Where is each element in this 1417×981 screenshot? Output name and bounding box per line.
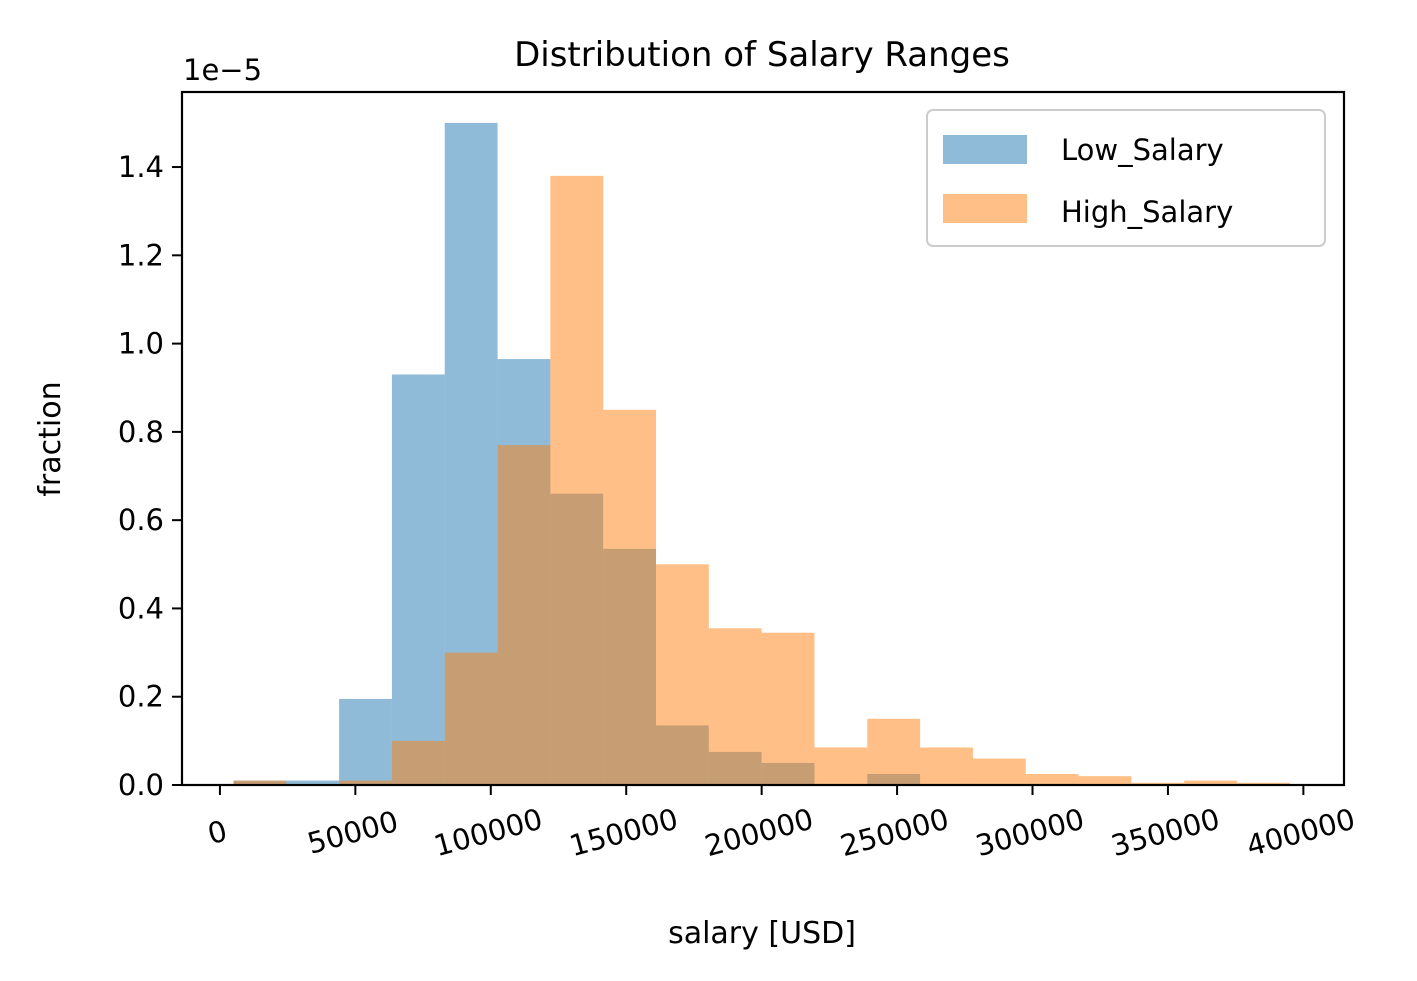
y-tick-label-7: 1.4 <box>118 150 164 184</box>
y-axis-label: fraction <box>33 381 68 496</box>
legend-label-low-salary: Low_Salary <box>1061 133 1224 167</box>
bar-high-salary-19 <box>1237 782 1290 785</box>
y-tick-label-3: 0.6 <box>118 503 164 537</box>
y-axis-ticks: 0.0 0.2 0.4 0.6 0.8 1.0 1.2 1.4 <box>118 150 182 802</box>
bar-high-salary-7 <box>603 409 657 785</box>
legend-swatch-low-salary <box>943 135 1027 164</box>
legend-swatch-high-salary <box>943 194 1027 223</box>
bar-high-salary-11 <box>814 747 868 785</box>
y-tick-label-5: 1.0 <box>118 327 164 361</box>
bar-high-salary-0 <box>233 780 287 785</box>
x-tick-label-1: 50000 <box>304 804 402 861</box>
bar-high-salary-10 <box>761 632 815 785</box>
y-axis-offset-label: 1e−5 <box>183 53 262 87</box>
bar-high-salary-12 <box>867 718 921 785</box>
bar-high-salary-14 <box>972 758 1026 785</box>
bar-high-salary-8 <box>656 564 709 785</box>
legend: Low_Salary High_Salary <box>926 109 1326 247</box>
bar-high-salary-15 <box>1025 773 1079 785</box>
bar-high-salary-18 <box>1184 780 1238 785</box>
x-tick-label-6: 300000 <box>972 802 1088 863</box>
bar-high-salary-6 <box>550 175 604 786</box>
bar-high-salary-3 <box>391 740 445 785</box>
x-axis-label: salary [USD] <box>668 916 856 951</box>
bar-high-salary-5 <box>497 445 551 785</box>
plot-area-frame <box>180 90 1346 787</box>
bar-high-salary-2 <box>339 780 392 785</box>
x-tick-label-5: 250000 <box>837 802 953 863</box>
x-tick-label-4: 200000 <box>701 802 817 863</box>
y-tick-label-4: 0.8 <box>118 415 164 449</box>
bar-low-salary-3 <box>391 374 445 785</box>
y-tick-label-0: 0.0 <box>118 768 164 802</box>
bar-low-salary-2 <box>339 698 392 785</box>
x-tick-label-8: 400000 <box>1243 802 1359 863</box>
x-tick-label-7: 350000 <box>1107 802 1223 863</box>
bar-high-salary-16 <box>1078 776 1132 785</box>
bar-high-salary-17 <box>1131 782 1185 785</box>
y-tick-label-2: 0.4 <box>118 591 164 625</box>
legend-label-high-salary: High_Salary <box>1061 195 1233 229</box>
x-tick-label-0: 0 <box>204 814 231 852</box>
chart-title: Distribution of Salary Ranges <box>514 35 1010 75</box>
x-tick-label-3: 150000 <box>566 802 682 863</box>
bars-layer <box>233 122 1290 786</box>
y-tick-label-6: 1.2 <box>118 238 164 272</box>
bar-high-salary-4 <box>444 652 498 785</box>
x-tick-label-2: 100000 <box>430 802 546 863</box>
y-tick-label-1: 0.2 <box>118 680 164 714</box>
x-axis-ticks: 0 50000 100000 150000 200000 250000 300000 3500… <box>204 785 1359 863</box>
bar-high-salary-13 <box>920 747 973 785</box>
bar-high-salary-9 <box>708 628 762 785</box>
bar-low-salary-1 <box>286 780 340 785</box>
